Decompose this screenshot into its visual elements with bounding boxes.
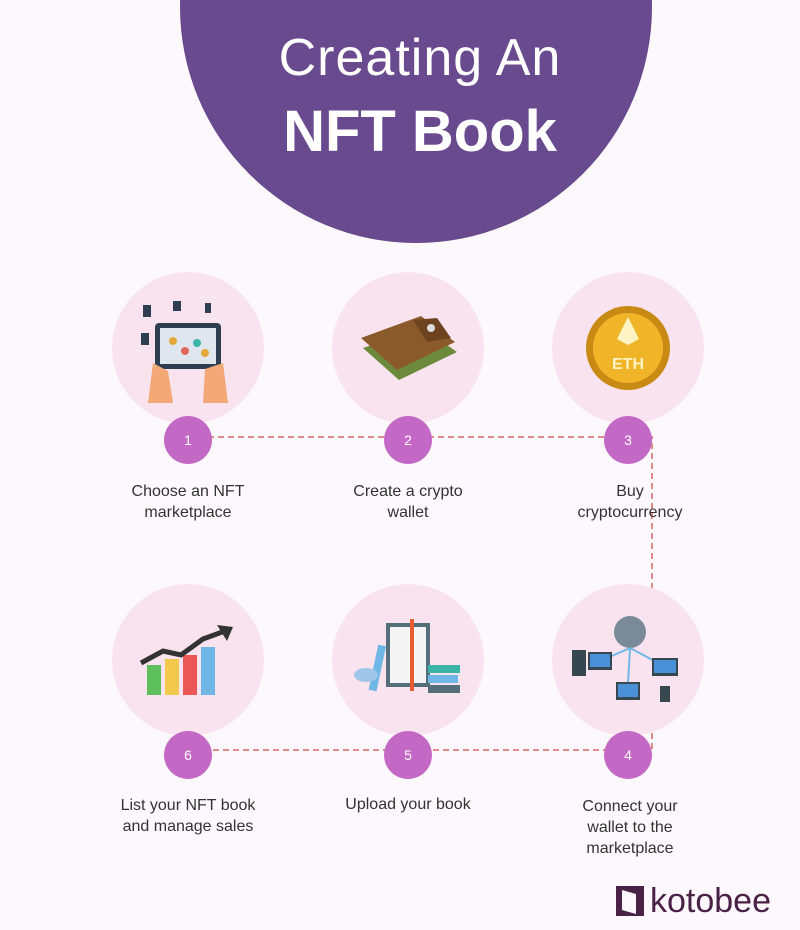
step-3-badge: 3 <box>604 416 652 464</box>
step-1-illustration <box>112 272 264 424</box>
step-1-label: Choose an NFT marketplace <box>131 483 245 521</box>
kotobee-logo-icon <box>616 886 644 916</box>
step-2-illustration <box>332 272 484 424</box>
eth-coin-icon: ETH <box>586 306 670 390</box>
tablet-shopping-icon <box>141 301 228 403</box>
brand-name: kotobee <box>650 882 771 920</box>
books-icon <box>354 619 460 693</box>
step-2-label: Create a crypto wallet <box>353 483 463 521</box>
step-3-label: Buy cryptocurrency <box>577 483 683 521</box>
step-6-illustration <box>112 584 264 736</box>
title-line-1: Creating An <box>278 29 562 87</box>
step-1-badge: 1 <box>164 416 212 464</box>
step-6-badge: 6 <box>164 731 212 779</box>
step-3-illustration: ETH <box>552 272 704 424</box>
step-4-badge: 4 <box>604 731 652 779</box>
step-4-illustration <box>552 584 704 736</box>
wallet-icon <box>361 316 457 380</box>
step-4-label: Connect your wallet to the marketplace <box>582 798 678 857</box>
step-6-label: List your NFT book and manage sales <box>120 797 256 835</box>
step-2-badge: 2 <box>384 416 432 464</box>
step-5-illustration <box>332 584 484 736</box>
title-line-2: NFT Book <box>283 99 557 164</box>
coin-text: ETH <box>612 356 644 373</box>
growth-chart-icon <box>139 625 233 695</box>
step-5-label: Upload your book <box>345 796 471 813</box>
step-5-badge: 5 <box>384 731 432 779</box>
kotobee-logo: kotobee <box>616 884 771 918</box>
network-devices-icon <box>572 616 678 702</box>
